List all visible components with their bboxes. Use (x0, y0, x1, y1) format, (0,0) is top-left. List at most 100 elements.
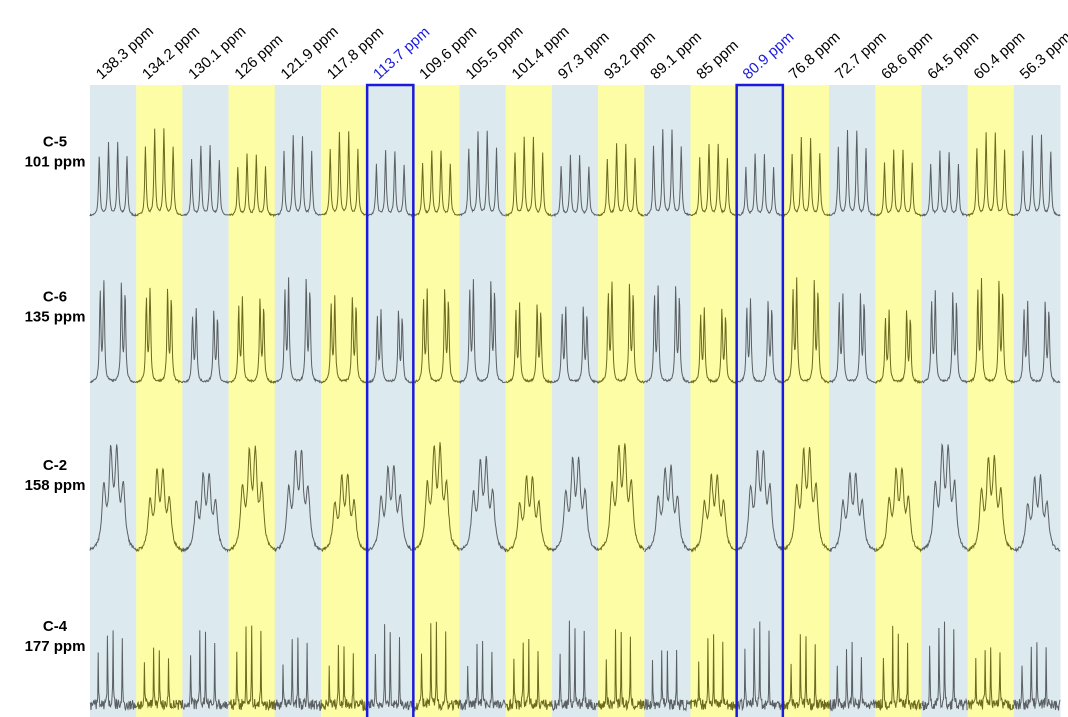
column-band (90, 85, 137, 717)
spectrum-trace (967, 454, 1015, 552)
row-name: C-5 (43, 134, 67, 151)
spectrum-trace (643, 649, 691, 712)
column-band (551, 85, 599, 717)
spectrum-trace (874, 466, 922, 553)
spectrum-trace (551, 620, 599, 712)
spectrum-trace (874, 309, 922, 385)
spectrum-trace (274, 449, 322, 553)
column-label: 56.3 ppm (1017, 28, 1068, 82)
spectrum-trace (551, 154, 599, 218)
spectrum-trace (320, 644, 368, 712)
spectrum-trace (412, 288, 460, 384)
spectrum-trace (505, 302, 553, 385)
highlight-box (365, 83, 415, 717)
spectrum-trace (644, 464, 691, 552)
spectrum-trace (736, 450, 784, 552)
spectrum-trace (367, 464, 414, 554)
column-band (459, 85, 507, 717)
spectrum-trace (228, 625, 276, 712)
spectrum-trace (597, 629, 645, 712)
spectrum-trace (505, 136, 553, 217)
spectrum-trace (89, 444, 137, 551)
column-band (1013, 85, 1061, 717)
spectrum-trace (643, 285, 691, 384)
spectrum-trace (597, 143, 645, 217)
spectrum-trace (597, 281, 645, 384)
spectrum-trace (274, 135, 322, 217)
spectrum-trace (875, 149, 922, 217)
spectrum-trace (690, 143, 738, 217)
spectrum-trace (874, 625, 922, 712)
spectrum-trace (967, 132, 1014, 218)
column-band (921, 85, 969, 717)
spectrum-trace (413, 150, 460, 217)
column-band (274, 85, 322, 717)
spectrum-trace (828, 129, 876, 217)
spectrum-trace (89, 141, 137, 217)
column-band (413, 85, 461, 717)
column-band (829, 85, 876, 717)
row-shift: 135 ppm (25, 309, 86, 326)
row-shift: 158 ppm (25, 477, 86, 494)
spectrum-trace (782, 136, 830, 218)
column-band (736, 85, 784, 717)
spectrum-trace (690, 307, 737, 385)
spectrum-trace (828, 293, 876, 384)
spectrum-trace (551, 456, 599, 553)
column-band (136, 85, 183, 717)
row-shift: 101 ppm (25, 154, 86, 171)
column-band (182, 85, 230, 717)
column-band (598, 85, 645, 717)
spectrum-trace (459, 130, 506, 217)
spectrum-trace (320, 295, 368, 385)
spectrum-trace (736, 621, 784, 712)
spectrum-trace (181, 630, 230, 710)
column-band (320, 85, 368, 717)
spectrum-trace (967, 277, 1015, 385)
spectrum-trace (1013, 300, 1061, 384)
spectrum-trace (321, 131, 368, 217)
row-name: C-2 (43, 457, 67, 474)
spectrum-trace (89, 280, 137, 384)
column-band (505, 85, 553, 717)
column-band (875, 85, 922, 717)
spectrum-trace (736, 153, 784, 218)
spectrum-trace (967, 647, 1015, 711)
column-band (228, 85, 276, 717)
spectrum-trace (459, 640, 506, 711)
spectrum-trace (320, 473, 368, 552)
spectrum-trace (228, 153, 276, 218)
column-band (367, 85, 414, 717)
spectrum-trace (181, 472, 229, 553)
spectrum-trace (367, 309, 414, 385)
spectrum-trace (366, 624, 414, 711)
spectrum-trace (459, 455, 507, 553)
spectrum-trace (782, 277, 830, 384)
spectrum-trace (921, 150, 968, 218)
spectrum-trace (921, 621, 968, 711)
spectrum-trace (505, 638, 553, 712)
spectrum-trace (690, 634, 738, 711)
spectrum-trace (828, 641, 876, 712)
highlight-box (735, 83, 785, 717)
spectrum-trace (921, 290, 968, 384)
spectrum-trace (782, 446, 830, 551)
spectrum-trace (597, 443, 645, 551)
row-name: C-6 (43, 289, 67, 306)
spectrum-trace (412, 621, 460, 712)
spectrum-trace (228, 296, 276, 385)
spectrum-trace (135, 647, 183, 711)
column-band (644, 85, 691, 717)
spectrum-trace (135, 467, 183, 553)
spectrum-trace (274, 637, 322, 711)
column-band (690, 85, 738, 717)
row-shift: 177 ppm (25, 638, 86, 655)
spectrum-trace (505, 475, 552, 553)
column-band (782, 85, 830, 717)
spectrum-trace (182, 145, 229, 217)
spectrum-trace (459, 279, 506, 385)
row-name: C-4 (43, 618, 68, 635)
spectrum-trace (1013, 474, 1061, 553)
spectrum-trace (921, 443, 969, 551)
spectrum-trace (782, 634, 830, 712)
